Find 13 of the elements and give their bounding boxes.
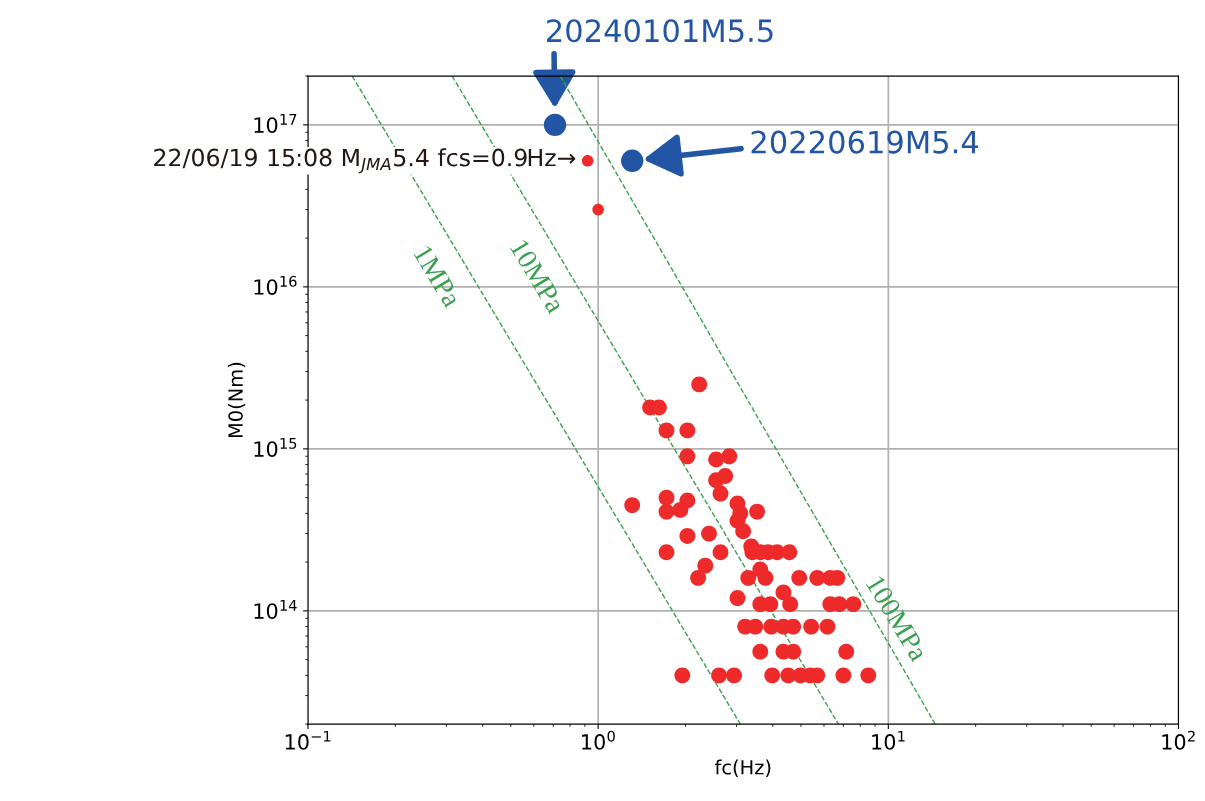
annotation: 22/06/19 15:08 M$_{JMA}$5.4 fcs=0.9Hz→ — [154, 148, 576, 174]
x-tick-label: 10$^{1}$ — [872, 730, 905, 750]
y-axis-title: M0(Nm) — [227, 362, 246, 438]
annotation: 20220619M5.4 — [751, 130, 979, 154]
y-tick-label: 10$^{14}$ — [254, 600, 297, 619]
y-tick-label: 10$^{17}$ — [254, 114, 297, 133]
y-tick-label: 10$^{15}$ — [254, 438, 297, 457]
text: 20240101M5.5 — [547, 19, 773, 43]
y-tick-label: 10$^{16}$ — [254, 275, 297, 295]
x-axis-title: fc(Hz) — [714, 759, 771, 777]
x-tick-label: 10$^{−1}$ — [285, 730, 331, 750]
x-tick-label: 10$^{2}$ — [1162, 730, 1195, 750]
x-tick-label: 10$^{0}$ — [582, 730, 615, 750]
